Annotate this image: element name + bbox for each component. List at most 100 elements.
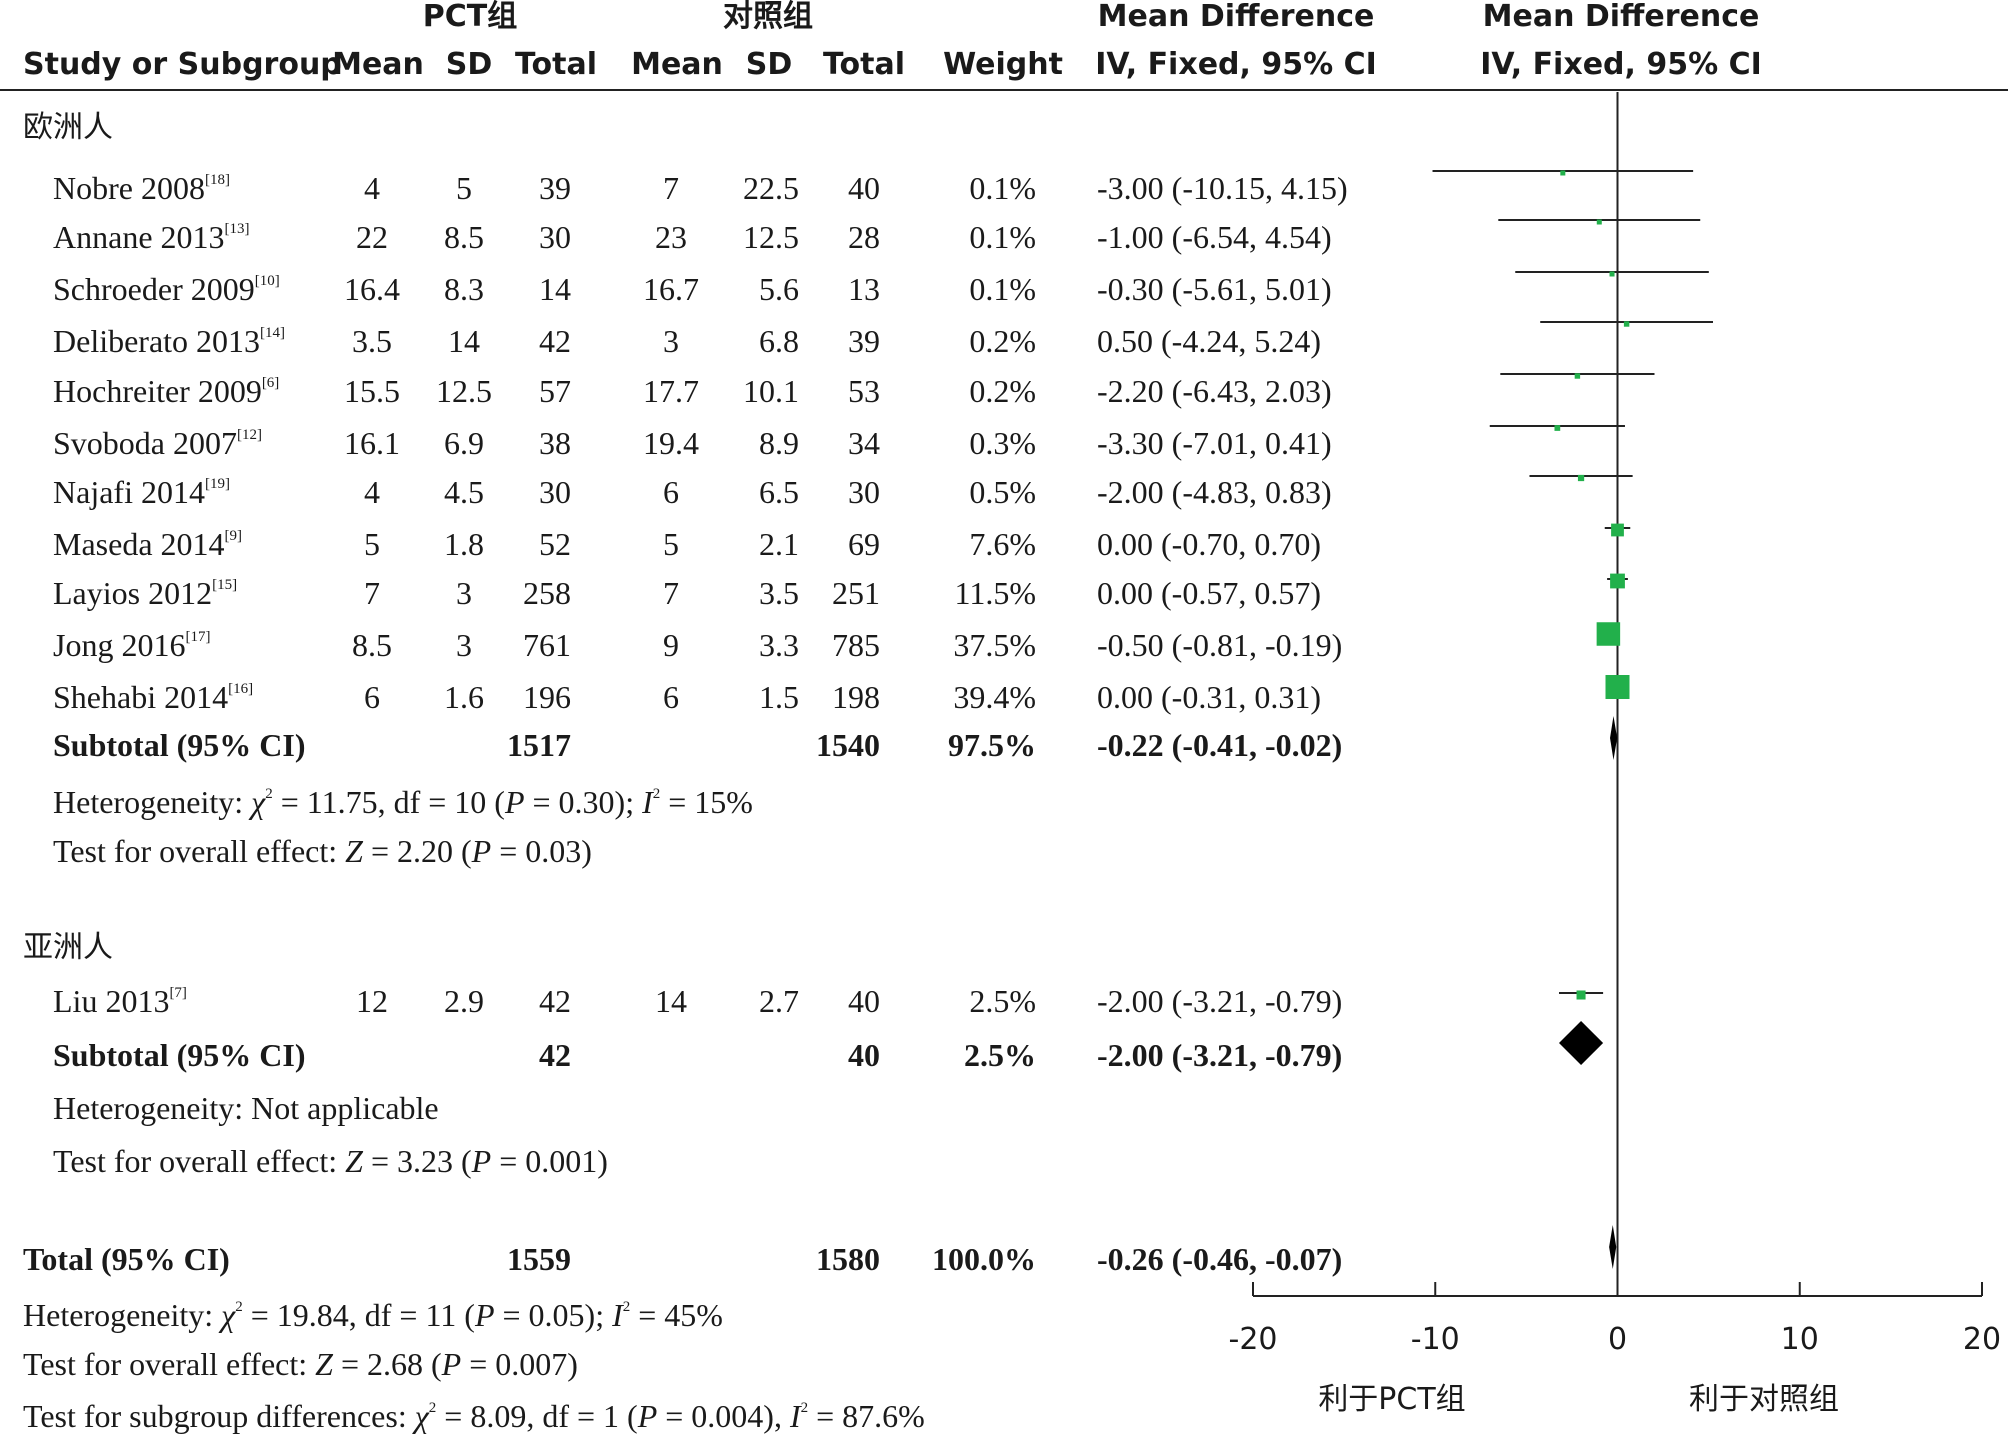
study-marker <box>1609 271 1615 277</box>
subgroup-title-european: 欧洲人 <box>23 110 113 145</box>
study-sd1: 12.5 <box>436 373 492 409</box>
study-sd1: 14 <box>448 323 480 359</box>
subtotal-total2: 1540 <box>816 727 880 763</box>
pooled-diamond <box>1558 1021 1604 1065</box>
study-name: Nobre 2008[18] <box>53 170 230 206</box>
study-sd1: 2.9 <box>444 983 484 1019</box>
study-sd1: 5 <box>456 170 472 206</box>
study-total1: 39 <box>539 170 571 206</box>
subtotal-total1: 1517 <box>507 727 571 763</box>
study-mean2: 19.4 <box>643 425 699 461</box>
study-weight: 0.1% <box>969 170 1036 206</box>
study-sd2: 6.8 <box>759 323 799 359</box>
study-total2: 53 <box>848 373 880 409</box>
study-sd2: 10.1 <box>743 373 799 409</box>
study-name: Svoboda 2007[12] <box>53 425 262 461</box>
study-weight: 0.2% <box>969 323 1036 359</box>
subtotal-total2: 40 <box>848 1037 880 1073</box>
study-weight: 0.1% <box>969 271 1036 307</box>
x-tick-label: 10 <box>1781 1322 1819 1357</box>
study-name: Annane 2013[13] <box>53 219 250 255</box>
subtotal-label: Subtotal (95% CI) <box>53 727 306 763</box>
study-total1: 38 <box>539 425 571 461</box>
group1-header: PCT组 <box>422 0 518 34</box>
study-total1: 52 <box>539 526 571 562</box>
study-mean2: 6 <box>663 474 679 510</box>
study-name: Jong 2016[17] <box>53 627 211 663</box>
study-mean2: 3 <box>663 323 679 359</box>
col-weight-header: Weight <box>943 47 1063 82</box>
md-subheader: IV, Fixed, 95% CI <box>1095 47 1377 82</box>
study-name: Maseda 2014[9] <box>53 526 243 562</box>
study-sd1: 8.3 <box>444 271 484 307</box>
study-mean1: 4 <box>364 474 380 510</box>
study-total2: 251 <box>832 575 880 611</box>
study-sd2: 12.5 <box>743 219 799 255</box>
study-mean1: 8.5 <box>352 627 392 663</box>
subtotal-weight: 97.5% <box>948 727 1036 763</box>
study-sd1: 6.9 <box>444 425 484 461</box>
study-ci: -2.00 (-3.21, -0.79) <box>1097 983 1343 1019</box>
study-total2: 40 <box>848 983 880 1019</box>
study-ci: -2.00 (-4.83, 0.83) <box>1097 474 1332 510</box>
study-total1: 258 <box>523 575 571 611</box>
study-sd1: 4.5 <box>444 474 484 510</box>
header-rule <box>0 89 2008 91</box>
study-weight: 11.5% <box>954 575 1036 611</box>
study-name: Layios 2012[15] <box>53 575 238 611</box>
total-ci: -0.26 (-0.46, -0.07) <box>1097 1241 1343 1277</box>
study-marker <box>1611 523 1624 537</box>
col-mean2-header: Mean <box>631 47 723 82</box>
study-sd1: 1.6 <box>444 679 484 715</box>
study-weight: 0.3% <box>969 425 1036 461</box>
study-weight: 0.1% <box>969 219 1036 255</box>
total-weight: 100.0% <box>932 1241 1036 1277</box>
col-sd2-header: SD <box>745 47 793 82</box>
study-total2: 13 <box>848 271 880 307</box>
x-tick-label: 0 <box>1608 1322 1627 1357</box>
study-total1: 30 <box>539 219 571 255</box>
subtotal-total1: 42 <box>539 1037 571 1073</box>
study-mean1: 6 <box>364 679 380 715</box>
study-total1: 761 <box>523 627 571 663</box>
study-mean1: 22 <box>356 219 388 255</box>
study-ci: -0.50 (-0.81, -0.19) <box>1097 627 1343 663</box>
subtotal-ci: -0.22 (-0.41, -0.02) <box>1097 727 1343 763</box>
subgroup-differences: Test for subgroup differences: χ2 = 8.09… <box>23 1398 925 1434</box>
study-mean2: 7 <box>663 170 679 206</box>
study-sd1: 3 <box>456 627 472 663</box>
subtotal-ci: -2.00 (-3.21, -0.79) <box>1097 1037 1343 1073</box>
heterogeneity-total: Heterogeneity: χ2 = 19.84, df = 11 (P = … <box>23 1297 723 1333</box>
study-sd2: 8.9 <box>759 425 799 461</box>
study-total1: 14 <box>539 271 571 307</box>
study-sd1: 1.8 <box>444 526 484 562</box>
study-sd2: 22.5 <box>743 170 799 206</box>
study-marker <box>1574 373 1581 379</box>
study-ci: 0.00 (-0.31, 0.31) <box>1097 679 1321 715</box>
study-sd2: 3.5 <box>759 575 799 611</box>
study-mean1: 3.5 <box>352 323 392 359</box>
study-sd2: 1.5 <box>759 679 799 715</box>
total-label: Total (95% CI) <box>23 1241 230 1277</box>
study-marker <box>1576 990 1586 1000</box>
overall-effect-european: Test for overall effect: Z = 2.20 (P = 0… <box>53 833 592 869</box>
study-marker <box>1596 219 1602 225</box>
col-study-header: Study or Subgroup <box>23 47 342 82</box>
study-mean2: 23 <box>655 219 687 255</box>
subtotal-weight: 2.5% <box>964 1037 1036 1073</box>
study-sd2: 2.1 <box>759 526 799 562</box>
study-weight: 7.6% <box>969 526 1036 562</box>
study-total1: 42 <box>539 983 571 1019</box>
study-mean2: 9 <box>663 627 679 663</box>
study-sd2: 3.3 <box>759 627 799 663</box>
study-mean1: 5 <box>364 526 380 562</box>
study-ci: -0.30 (-5.61, 5.01) <box>1097 271 1332 307</box>
study-mean1: 12 <box>356 983 388 1019</box>
study-mean1: 16.1 <box>344 425 400 461</box>
pooled-diamond <box>1609 1225 1617 1269</box>
study-total1: 30 <box>539 474 571 510</box>
col-total2-header: Total <box>823 47 905 82</box>
heterogeneity-asian: Heterogeneity: Not applicable <box>53 1090 439 1126</box>
study-marker <box>1554 425 1561 431</box>
